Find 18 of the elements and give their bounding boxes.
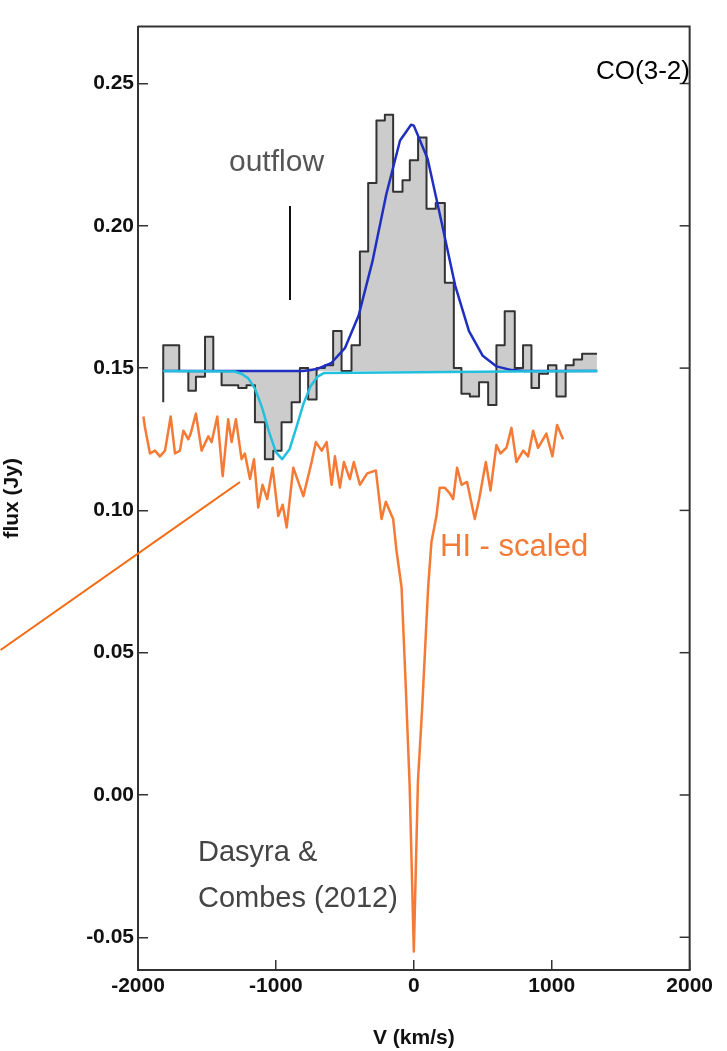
- y-tick-label: 0.20: [93, 212, 134, 236]
- x-tick-label: -1000: [249, 973, 303, 997]
- y-tick-label: 0.05: [93, 639, 135, 663]
- x-tick-label: 2000: [666, 973, 713, 997]
- y-tick-label: 0.10: [93, 497, 134, 521]
- series-label: HI - scaled: [440, 528, 589, 564]
- y-axis-title: flux (Jy): [0, 458, 23, 539]
- x-axis-title: V (km/s): [372, 1025, 455, 1049]
- y-tick-label: 0.15: [93, 354, 135, 378]
- y-tick-label: 0.25: [93, 70, 135, 94]
- x-tick-label: -2000: [111, 973, 165, 997]
- y-tick-label: 0.00: [93, 781, 134, 805]
- x-tick-label: 1000: [528, 973, 576, 997]
- legend-label: CO(3-2): [596, 55, 690, 86]
- x-tick-label: 0: [407, 973, 420, 997]
- annotation: outflow: [229, 144, 326, 178]
- y-tick-label: -0.05: [86, 924, 135, 948]
- annotation: Dasyra & Combes (2012): [198, 834, 399, 915]
